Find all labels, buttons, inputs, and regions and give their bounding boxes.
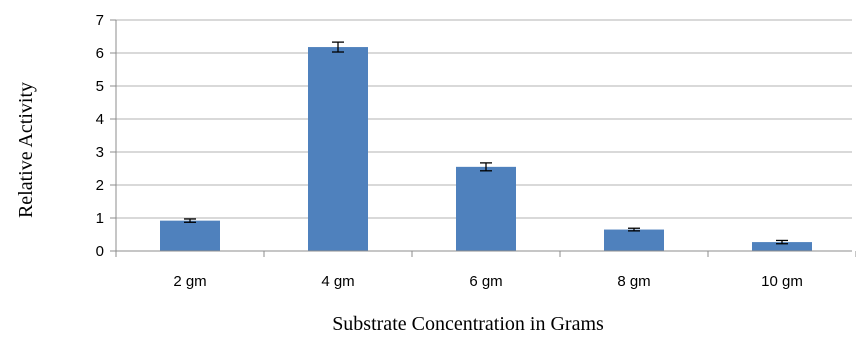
bar <box>308 47 368 252</box>
y-tick-label: 1 <box>96 210 104 227</box>
x-tick-label: 4 gm <box>321 273 354 290</box>
y-tick-label: 4 <box>96 111 104 128</box>
bar <box>604 229 664 251</box>
axes <box>110 19 856 257</box>
x-tick-label: 6 gm <box>469 273 502 290</box>
y-tick-label: 6 <box>96 45 104 62</box>
y-tick-label: 0 <box>96 243 104 260</box>
y-tick-labels: 0 1 2 3 4 5 6 7 <box>96 12 104 260</box>
x-axis-title: Substrate Concentration in Grams <box>332 313 604 335</box>
error-bars <box>184 41 788 245</box>
y-axis-title: Relative Activity <box>15 82 37 218</box>
y-tick-label: 5 <box>96 78 104 95</box>
bar <box>752 242 812 251</box>
bars <box>160 47 812 252</box>
bar <box>456 166 516 251</box>
x-tick-label: 8 gm <box>617 273 650 290</box>
x-tick-label: 10 gm <box>761 273 803 290</box>
y-tick-label: 2 <box>96 177 104 194</box>
gridlines <box>116 19 852 219</box>
y-tick-label: 7 <box>96 12 104 29</box>
x-tick-label: 2 gm <box>173 273 206 290</box>
y-tick-label: 3 <box>96 144 104 161</box>
bar <box>160 220 220 251</box>
x-tick-labels: 2 gm 4 gm 6 gm 8 gm 10 gm <box>173 273 803 290</box>
